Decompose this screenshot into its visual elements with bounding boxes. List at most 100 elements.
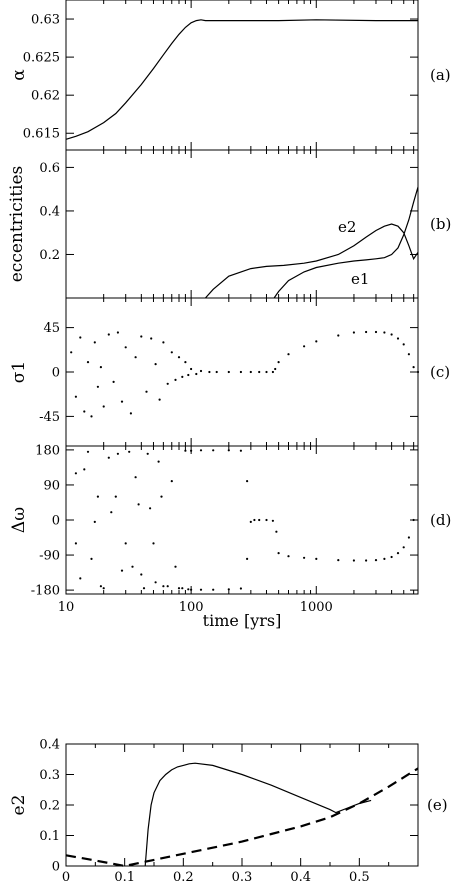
data-point xyxy=(174,565,177,568)
data-point xyxy=(90,415,93,418)
data-point xyxy=(246,557,249,561)
data-point xyxy=(195,372,198,376)
data-point xyxy=(352,331,355,334)
data-point xyxy=(107,333,110,336)
data-point xyxy=(190,588,193,591)
x-tick-label: 100 xyxy=(179,600,204,615)
data-point xyxy=(86,361,90,364)
data-point xyxy=(365,330,368,334)
data-point xyxy=(86,450,90,453)
data-point xyxy=(102,405,105,408)
data-point xyxy=(107,456,110,459)
data-point xyxy=(99,366,102,369)
data-point xyxy=(396,552,400,555)
y-tick-label: 90 xyxy=(43,478,60,493)
x-tick-label: 0.3 xyxy=(232,870,253,882)
data-point xyxy=(128,450,131,453)
x-tick-label: 10 xyxy=(58,600,75,615)
x-tick-label: 1000 xyxy=(300,600,333,615)
data-point xyxy=(116,331,119,334)
data-point xyxy=(160,495,163,498)
data-point xyxy=(239,370,242,374)
data-point xyxy=(396,337,400,340)
data-point xyxy=(365,559,368,562)
series-line xyxy=(144,762,372,867)
data-point xyxy=(199,588,203,591)
data-point xyxy=(407,536,410,539)
data-point xyxy=(142,587,146,590)
data-point xyxy=(287,555,290,558)
y-tick-label: 0.3 xyxy=(39,768,60,783)
y-axis-label: eccentricities xyxy=(7,166,27,283)
data-point xyxy=(83,468,86,471)
data-point xyxy=(199,449,203,452)
annotation-e2: e2 xyxy=(338,218,356,236)
x-axis-label: e1 xyxy=(232,879,252,882)
y-tick-label: 180 xyxy=(35,443,60,458)
x-tick-label: 0.2 xyxy=(173,870,194,882)
data-point xyxy=(99,585,102,588)
y-tick-label: 45 xyxy=(43,321,60,336)
data-point xyxy=(140,335,143,338)
y-tick-label: 0.615 xyxy=(23,127,60,142)
data-point xyxy=(249,520,252,524)
data-point xyxy=(96,385,99,388)
data-point xyxy=(74,542,77,545)
data-point xyxy=(215,370,218,374)
series-line xyxy=(65,19,418,140)
data-point xyxy=(249,370,252,374)
data-point xyxy=(170,351,173,354)
data-point xyxy=(287,353,290,356)
y-tick-label: 0 xyxy=(52,860,60,875)
data-point xyxy=(120,400,124,403)
y-tick-label: 0.6 xyxy=(39,161,60,176)
data-point xyxy=(337,334,340,337)
y-axis-label: Δω xyxy=(9,507,29,533)
data-point xyxy=(275,530,278,533)
y-tick-label: 0 xyxy=(52,514,60,529)
y-axis-label: e2 xyxy=(9,795,29,816)
data-point xyxy=(181,375,184,378)
data-point xyxy=(227,588,230,591)
data-point xyxy=(166,382,169,385)
panel-label: (a) xyxy=(430,66,451,84)
data-point xyxy=(383,331,386,334)
y-tick-label: 0.2 xyxy=(39,799,60,814)
data-point xyxy=(315,557,318,561)
data-point xyxy=(390,555,393,559)
data-point xyxy=(146,452,149,455)
y-tick-label: 0.625 xyxy=(23,51,60,66)
data-point xyxy=(187,588,190,591)
data-point xyxy=(315,340,318,343)
data-point xyxy=(177,356,181,359)
data-point xyxy=(174,378,177,381)
data-point xyxy=(90,557,93,561)
data-point xyxy=(74,472,77,475)
data-point xyxy=(227,449,230,452)
data-point xyxy=(79,577,82,580)
data-point xyxy=(158,398,161,401)
panel-e-frame xyxy=(65,743,419,867)
data-point xyxy=(383,557,386,561)
panel-c-frame xyxy=(65,297,419,447)
x-tick-label: 0.4 xyxy=(290,870,311,882)
data-point xyxy=(110,511,113,514)
data-point xyxy=(102,587,105,590)
series-line xyxy=(65,767,419,868)
x-tick-label: 0.1 xyxy=(114,870,135,882)
panel-a-frame xyxy=(65,0,419,151)
data-point xyxy=(412,518,415,522)
data-point xyxy=(74,395,77,398)
data-point xyxy=(157,460,160,463)
data-point xyxy=(177,587,181,590)
data-point xyxy=(416,370,420,374)
data-point xyxy=(374,559,378,562)
data-point xyxy=(253,518,256,522)
data-point xyxy=(208,370,211,374)
data-point xyxy=(166,585,169,588)
data-point xyxy=(187,373,190,377)
data-point xyxy=(114,495,117,498)
y-tick-label: 0 xyxy=(52,366,60,381)
y-tick-label: 0.1 xyxy=(39,829,60,844)
